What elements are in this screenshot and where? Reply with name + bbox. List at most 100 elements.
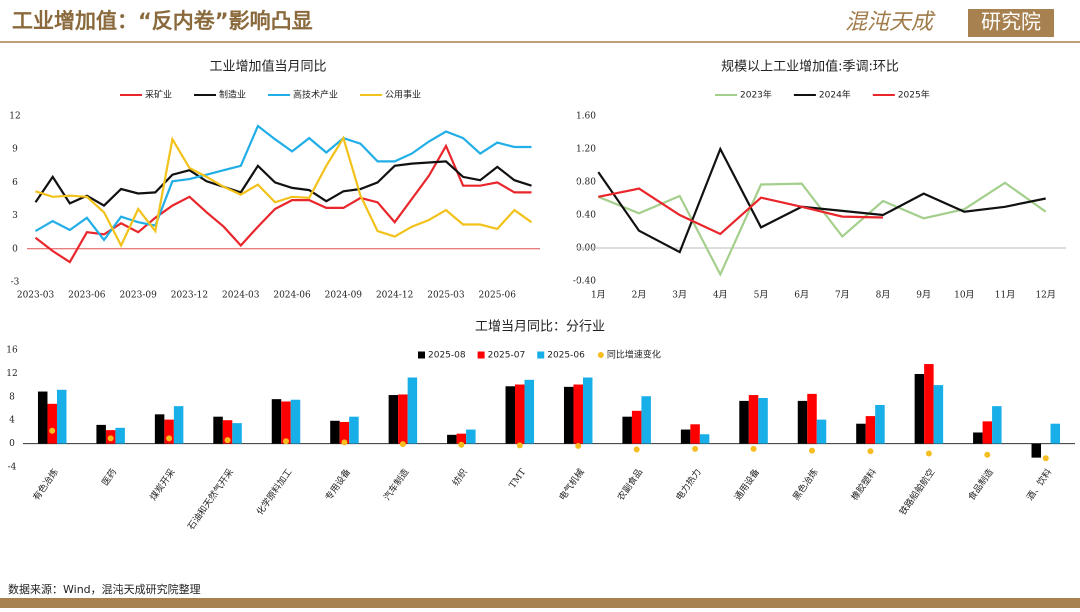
change-dot xyxy=(809,447,815,454)
x-tick-label: 化学原料加工 xyxy=(254,466,295,517)
legend-label: 2025-07 xyxy=(488,351,526,361)
bar xyxy=(1050,423,1061,444)
bar xyxy=(330,420,340,444)
y-tick-label: -0.40 xyxy=(573,277,596,287)
change-dot xyxy=(633,446,640,453)
y-tick-label: -3 xyxy=(11,278,20,288)
bar xyxy=(914,373,925,444)
bar xyxy=(115,427,125,444)
series-line xyxy=(34,143,532,264)
legend-label: 同比增速变化 xyxy=(607,349,661,361)
legend-label: 采矿业 xyxy=(145,89,172,101)
logo-box-text: 研究院 xyxy=(981,10,1041,34)
legend-label: 2025-08 xyxy=(428,351,466,361)
y-tick-label: 0 xyxy=(9,439,15,449)
bar xyxy=(856,423,866,444)
bar xyxy=(505,386,516,444)
bar xyxy=(758,397,768,444)
bar xyxy=(807,393,817,444)
change-dot xyxy=(224,437,231,444)
x-tick-label: 煤炭开采 xyxy=(147,466,177,502)
change-dot xyxy=(692,445,699,452)
logo-box xyxy=(968,9,1054,37)
series-line xyxy=(34,124,532,242)
change-dot xyxy=(107,435,114,442)
y-tick-label: 4 xyxy=(9,416,15,426)
bar xyxy=(573,384,583,444)
bar xyxy=(466,429,476,444)
bar xyxy=(973,432,983,444)
bar xyxy=(349,416,359,444)
legend-label: 2025年 xyxy=(898,89,930,101)
bar xyxy=(748,395,759,444)
x-tick-label: 11月 xyxy=(995,290,1015,301)
x-tick-label: 铁路船舶航空 xyxy=(897,466,938,517)
legend-label: 公用事业 xyxy=(385,89,421,101)
legend-swatch xyxy=(418,351,425,359)
y-tick-label: 1.60 xyxy=(576,112,596,122)
bar xyxy=(37,391,48,444)
x-tick-label: 专用设备 xyxy=(322,466,352,502)
slide-title: 工业增加值：“反内卷”影响凸显 xyxy=(12,9,313,33)
bar xyxy=(690,424,700,444)
change-dot xyxy=(341,439,348,446)
bar xyxy=(447,434,457,444)
x-tick-label: 纺织 xyxy=(450,466,470,488)
bar xyxy=(232,423,242,444)
change-dot xyxy=(49,427,56,434)
bar xyxy=(992,406,1002,444)
series-line xyxy=(34,160,532,207)
x-tick-label: 有色冶炼 xyxy=(30,466,60,502)
bar xyxy=(563,386,574,444)
change-dot xyxy=(925,450,932,457)
x-tick-label: 2024-03 xyxy=(222,291,260,301)
series-line xyxy=(597,146,1046,254)
footer-bar xyxy=(0,598,1080,608)
bar xyxy=(982,421,993,444)
x-tick-label: 2025-06 xyxy=(479,291,517,301)
chart-title: 规模以上工业增加值:季调:环比 xyxy=(721,59,899,75)
bar xyxy=(339,421,350,444)
y-tick-label: 16 xyxy=(6,346,18,356)
x-tick-label: 医药 xyxy=(100,467,119,488)
bar xyxy=(622,416,632,444)
x-tick-label: 2月 xyxy=(632,290,647,301)
bar xyxy=(407,377,418,444)
legend-swatch xyxy=(477,351,485,359)
x-tick-label: 1月 xyxy=(591,290,606,301)
series-line xyxy=(598,187,884,236)
legend-label: 2023年 xyxy=(740,89,772,101)
bar xyxy=(173,406,184,444)
x-tick-label: 2025-03 xyxy=(427,291,465,301)
change-dot xyxy=(458,441,465,448)
bar xyxy=(290,399,301,444)
x-tick-label: 7月 xyxy=(835,290,850,301)
bar xyxy=(213,416,223,444)
bar xyxy=(515,384,525,444)
change-dot xyxy=(867,448,874,455)
y-tick-label: 8 xyxy=(9,392,15,402)
x-tick-label: 12月 xyxy=(1035,290,1055,301)
chart-title: 工增当月同比：分行业 xyxy=(475,320,605,335)
bar xyxy=(56,389,67,444)
x-tick-label: 2024-12 xyxy=(376,291,413,301)
x-tick-label: 4月 xyxy=(713,290,728,301)
change-dot xyxy=(1042,455,1049,462)
legend-label: 2025-06 xyxy=(547,351,585,361)
change-dot xyxy=(984,451,991,458)
legend-swatch xyxy=(537,351,545,359)
y-tick-label: 6 xyxy=(12,178,18,188)
y-tick-label: 9 xyxy=(12,145,18,155)
legend-label: 制造业 xyxy=(219,89,246,101)
bar xyxy=(680,429,691,444)
bar xyxy=(924,364,934,444)
bar xyxy=(933,385,944,444)
bar xyxy=(816,419,827,444)
x-tick-label: 酒、饮料 xyxy=(1024,466,1054,502)
change-dot xyxy=(575,442,582,449)
bar xyxy=(875,404,885,444)
chart-title: 工业增加值当月同比 xyxy=(209,59,326,75)
change-dot xyxy=(516,442,523,449)
bar xyxy=(641,396,651,444)
x-tick-label: 5月 xyxy=(754,290,769,301)
